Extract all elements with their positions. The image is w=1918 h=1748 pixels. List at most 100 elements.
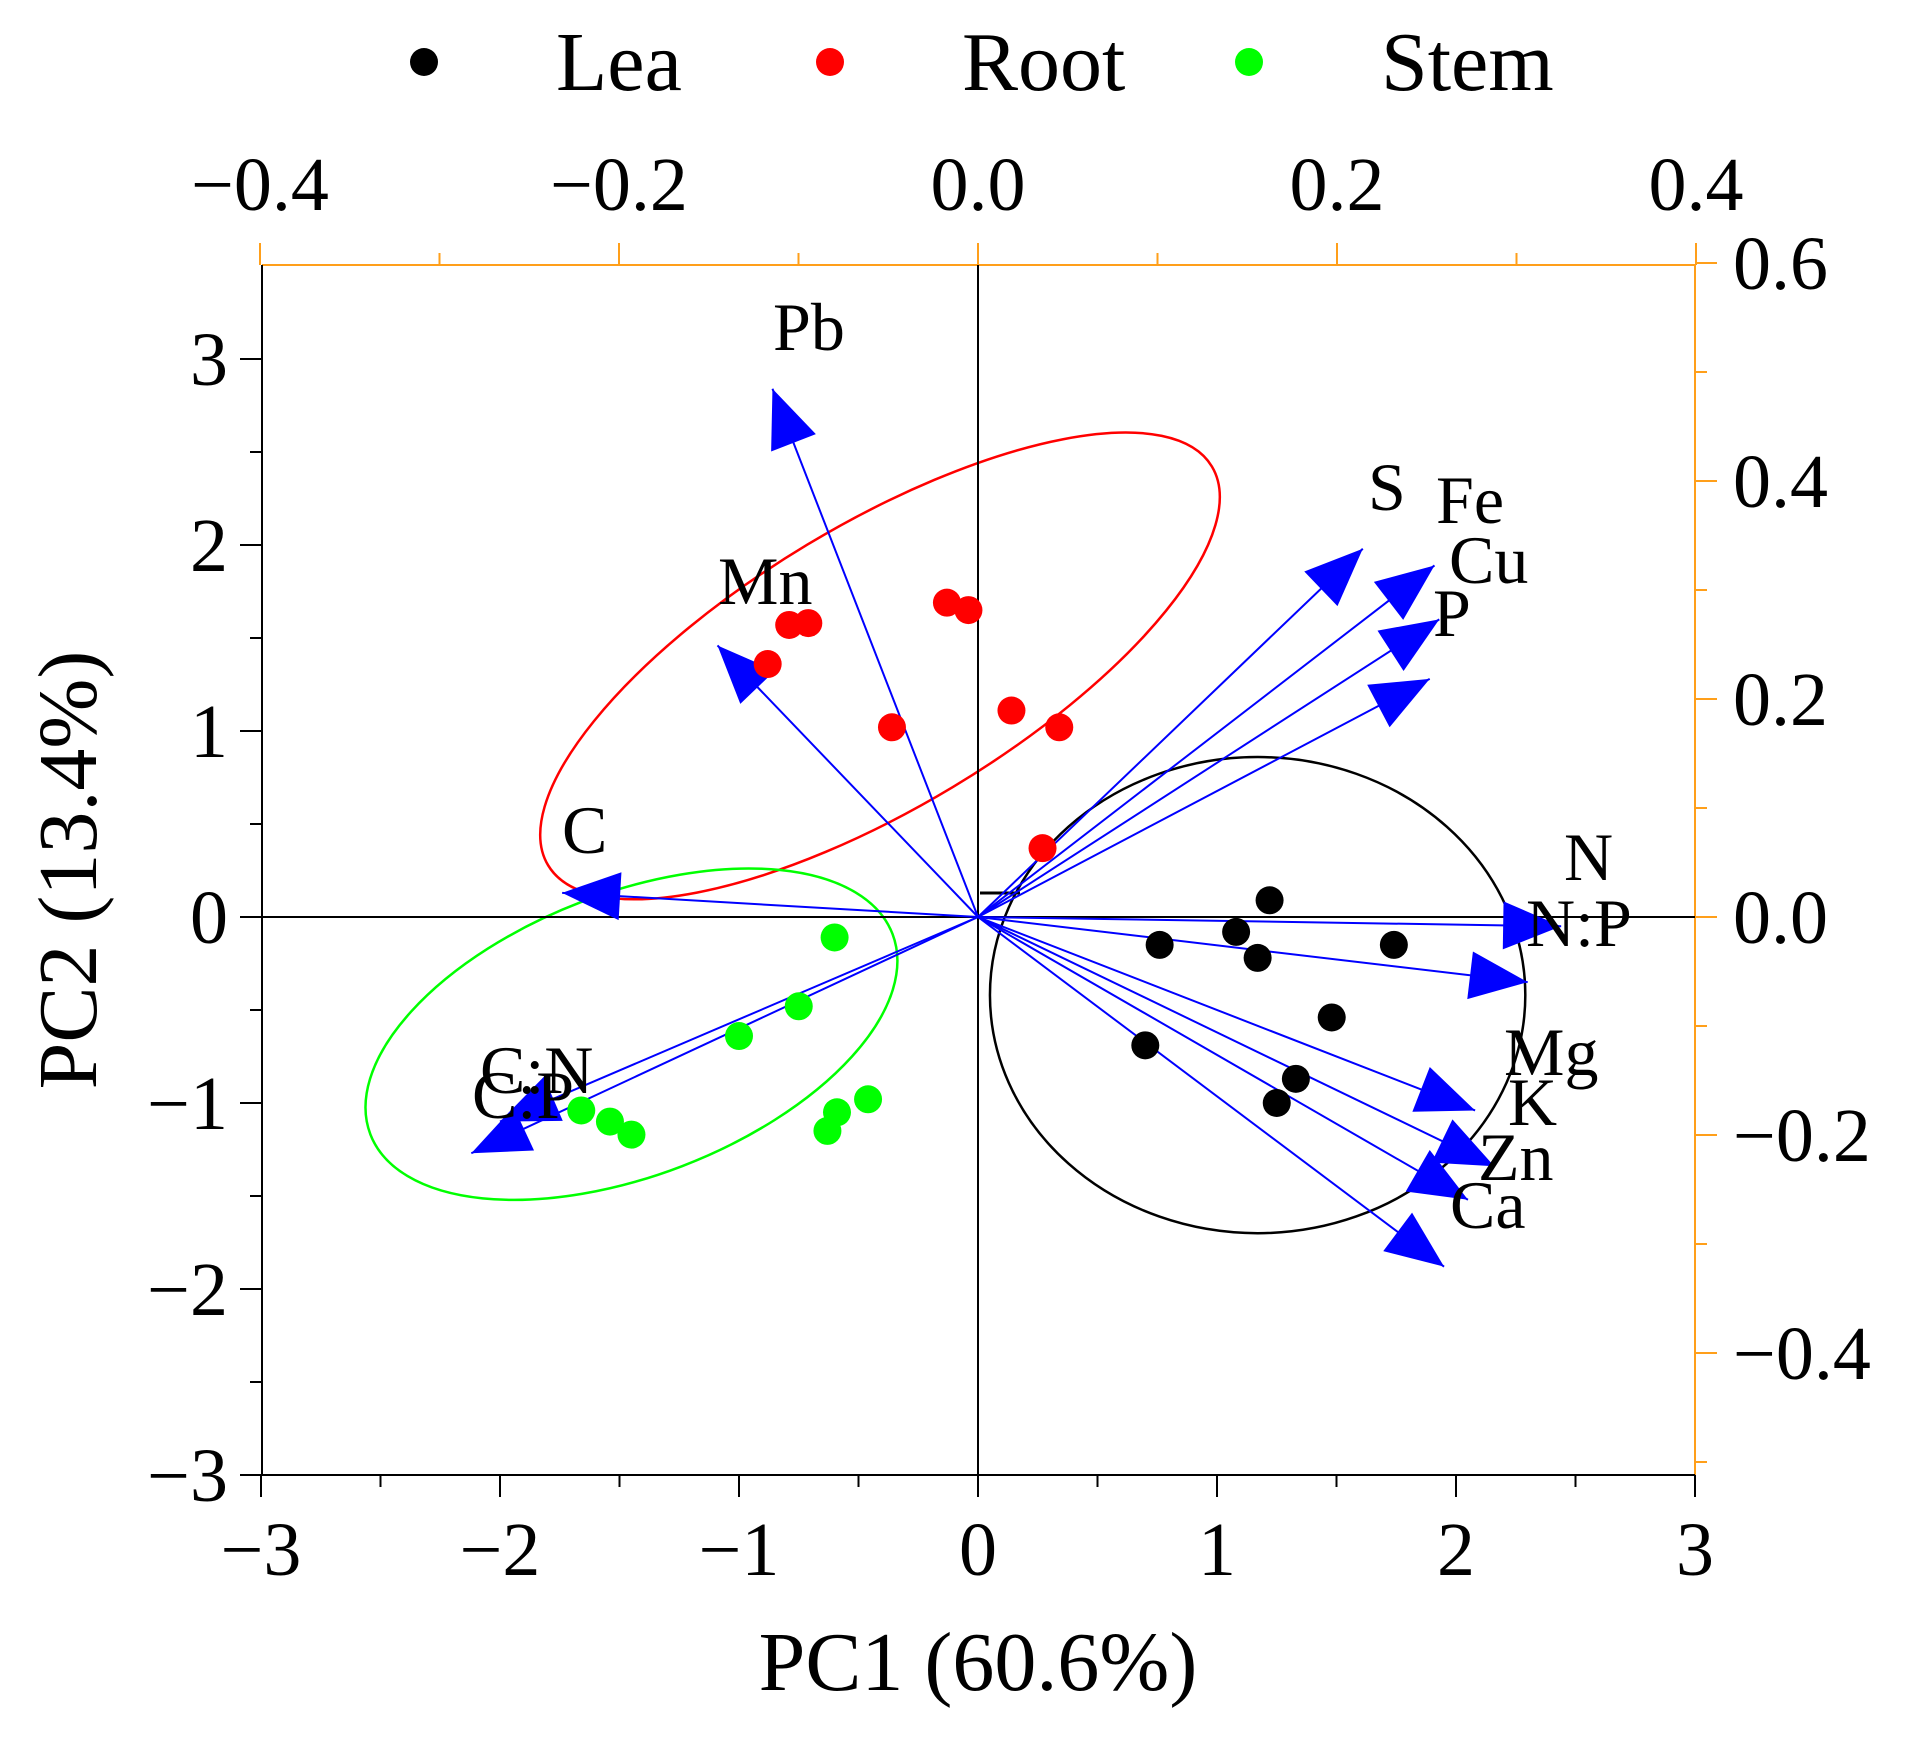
top-tick-label: 0.4 [1649,143,1744,227]
top-tick-label: 0.0 [931,143,1026,227]
point-stem-8 [854,1085,883,1114]
loading-vector-fe [977,564,1436,918]
loading-label-c: C [562,792,607,868]
arrowhead [1383,1212,1445,1267]
loading-vector-c-p [470,916,979,1155]
top-tick-label: −0.2 [550,143,688,227]
point-lea-2 [1255,886,1284,915]
arrowhead [717,645,775,704]
arrowhead [1377,619,1440,672]
confidence-ellipses [364,431,1527,1235]
loading-line [499,916,979,1123]
x-tick-label: −3 [221,1508,302,1592]
point-root-8 [1028,834,1057,863]
loading-vector-mg [977,916,1476,1112]
y-tick-label: 2 [190,504,228,588]
loading-vectors [470,388,1562,1268]
legend-label: Root [962,16,1125,109]
loading-line [977,678,1431,918]
right-tick-label: −0.2 [1733,1094,1871,1178]
right-tick-label: 0.4 [1733,440,1828,524]
point-stem-2 [725,1022,753,1051]
loading-label-pb: Pb [773,289,845,365]
loading-label-mg: Mg [1504,1014,1598,1090]
right-tick-label: 0.0 [1733,876,1828,960]
top-tick-label: 0.2 [1290,143,1385,227]
point-root-4 [753,650,782,679]
point-root-3 [794,609,823,638]
point-lea-8 [1131,1031,1160,1060]
loading-label-p: P [1433,575,1471,651]
right-tick-label: 0.2 [1733,658,1828,742]
x-tick-label: −1 [699,1508,780,1592]
y-tick-label: −2 [147,1248,228,1332]
arrowhead [1405,1149,1468,1200]
loading-label-ca: Ca [1450,1167,1526,1243]
loading-vector-mn [716,644,979,918]
loading-line [977,916,1469,1201]
y-tick-label: 1 [190,690,228,774]
loading-line [562,891,979,918]
legend-item-lea: Lea [410,16,682,109]
loading-label-mn: Mn [718,543,812,619]
arrowhead [562,872,622,921]
loading-line [771,388,979,918]
loading-vector-ca [977,916,1445,1268]
point-stem-1 [784,992,813,1021]
ellipse-lea [988,755,1527,1235]
loading-label-s: S [1368,449,1406,525]
point-root-0 [932,588,961,617]
point-lea-3 [1243,943,1272,972]
loading-label-zn: Zn [1478,1119,1554,1195]
y-tick-label: −1 [147,1062,228,1146]
arrowhead [1373,565,1435,620]
legend-label: Lea [556,16,682,109]
x-tick-label: 0 [959,1508,997,1592]
legend-marker [410,48,438,76]
arrowhead [471,1106,535,1154]
loading-vector-zn [977,916,1469,1201]
point-root-1 [954,596,983,625]
top-tick-label: −0.4 [191,143,329,227]
legend-item-root: Root [816,16,1125,109]
loading-line [977,916,1476,1112]
arrowhead [1467,951,1528,1000]
right-tick-label: 0.6 [1733,222,1828,306]
legend-marker [1235,48,1263,76]
loading-label-n-p: N:P [1526,885,1632,961]
arrowhead [1412,1067,1476,1112]
legend-item-stem: Stem [1235,16,1554,109]
point-lea-0 [1145,930,1174,959]
y-tick-label: 3 [190,318,228,402]
point-stem-3 [567,1096,596,1125]
x-tick-label: 3 [1676,1508,1714,1592]
arrowhead [1431,1119,1495,1167]
loading-vector-cu [977,618,1440,918]
loading-label-c-n: C:N [480,1032,593,1108]
right-tick-label: −0.4 [1733,1312,1871,1396]
point-root-6 [997,696,1026,725]
point-lea-4 [1379,930,1408,959]
arrowhead [771,388,816,452]
y-tick-label: 0 [190,876,228,960]
loading-vector-k [977,916,1495,1168]
point-stem-4 [595,1107,624,1136]
loading-label-k: K [1508,1064,1557,1140]
point-root-7 [1045,713,1074,742]
loading-line [716,644,979,918]
x-tick-label: 2 [1437,1508,1475,1592]
loading-line [977,916,1445,1268]
loading-vector-c-n [499,916,979,1123]
loading-label-n: N [1564,819,1613,895]
arrowhead [1304,548,1363,607]
loading-line [977,618,1440,918]
loading-label-cu: Cu [1449,522,1528,598]
loading-line [977,916,1562,928]
arrowhead [1502,901,1562,950]
legend-marker [816,48,844,76]
ellipse-stem [364,867,899,1202]
zero-lines [262,265,1695,1475]
loading-line [977,916,1495,1168]
